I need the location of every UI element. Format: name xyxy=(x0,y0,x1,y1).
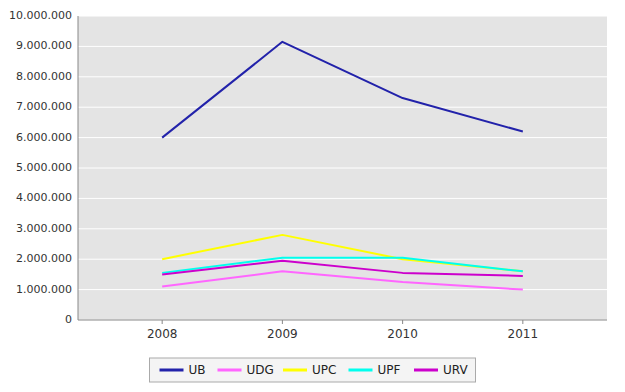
legend: UB UDG UPC UPF URV xyxy=(150,358,476,382)
grid-line xyxy=(78,107,607,108)
y-tick-label: 9.000.000 xyxy=(16,39,72,52)
y-tick-label: 4.000.000 xyxy=(16,191,72,204)
series-line xyxy=(162,42,523,138)
grid-line xyxy=(78,289,607,290)
chart-svg: 0 1.000.000 2.000.000 3.000.000 4.000.000 5.0… xyxy=(0,0,625,392)
x-tick-label: 2009 xyxy=(267,327,298,341)
grid-line xyxy=(78,259,607,260)
y-tick-label: 8.000.000 xyxy=(16,70,72,83)
y-axis-line xyxy=(78,16,79,320)
x-tick xyxy=(162,320,163,324)
x-axis-line xyxy=(78,320,607,321)
x-tick xyxy=(522,320,523,324)
series-line xyxy=(162,258,523,273)
grid-line xyxy=(78,137,607,138)
plot-background xyxy=(78,16,607,320)
x-axis: 2008 2009 2010 2011 xyxy=(147,320,538,341)
legend-swatch xyxy=(160,369,184,372)
legend-box xyxy=(150,358,476,382)
legend-label: UB xyxy=(189,363,206,377)
legend-label: UPC xyxy=(312,363,336,377)
legend-swatch xyxy=(349,369,373,372)
grid-line xyxy=(78,320,607,321)
grid-line xyxy=(78,46,607,47)
x-tick xyxy=(402,320,403,324)
series-line xyxy=(162,261,523,276)
x-tick-label: 2008 xyxy=(147,327,178,341)
grid xyxy=(78,16,607,320)
legend-label: UPF xyxy=(378,363,401,377)
x-tick-label: 2010 xyxy=(387,327,418,341)
grid-line xyxy=(78,16,607,17)
x-tick xyxy=(282,320,283,324)
grid-line xyxy=(78,198,607,199)
legend-label: UDG xyxy=(247,363,274,377)
y-tick-label: 5.000.000 xyxy=(16,161,72,174)
legend-swatch xyxy=(283,369,307,372)
y-tick-label: 6.000.000 xyxy=(16,131,72,144)
x-tick-label: 2011 xyxy=(508,327,539,341)
data-lines xyxy=(162,42,523,290)
chart-container: 0 1.000.000 2.000.000 3.000.000 4.000.000 5.0… xyxy=(0,0,625,392)
grid-line xyxy=(78,228,607,229)
grid-line xyxy=(78,168,607,169)
y-tick-label: 7.000.000 xyxy=(16,100,72,113)
y-tick-label: 3.000.000 xyxy=(16,222,72,235)
y-tick-label: 10.000.000 xyxy=(9,9,72,22)
y-tick-label: 0 xyxy=(65,313,72,326)
legend-swatch xyxy=(414,369,438,372)
legend-label: URV xyxy=(443,363,468,377)
grid-line xyxy=(78,76,607,77)
y-axis: 0 1.000.000 2.000.000 3.000.000 4.000.000 5.0… xyxy=(9,9,72,326)
legend-swatch xyxy=(218,369,242,372)
y-tick-label: 2.000.000 xyxy=(16,252,72,265)
y-tick-label: 1.000.000 xyxy=(16,283,72,296)
